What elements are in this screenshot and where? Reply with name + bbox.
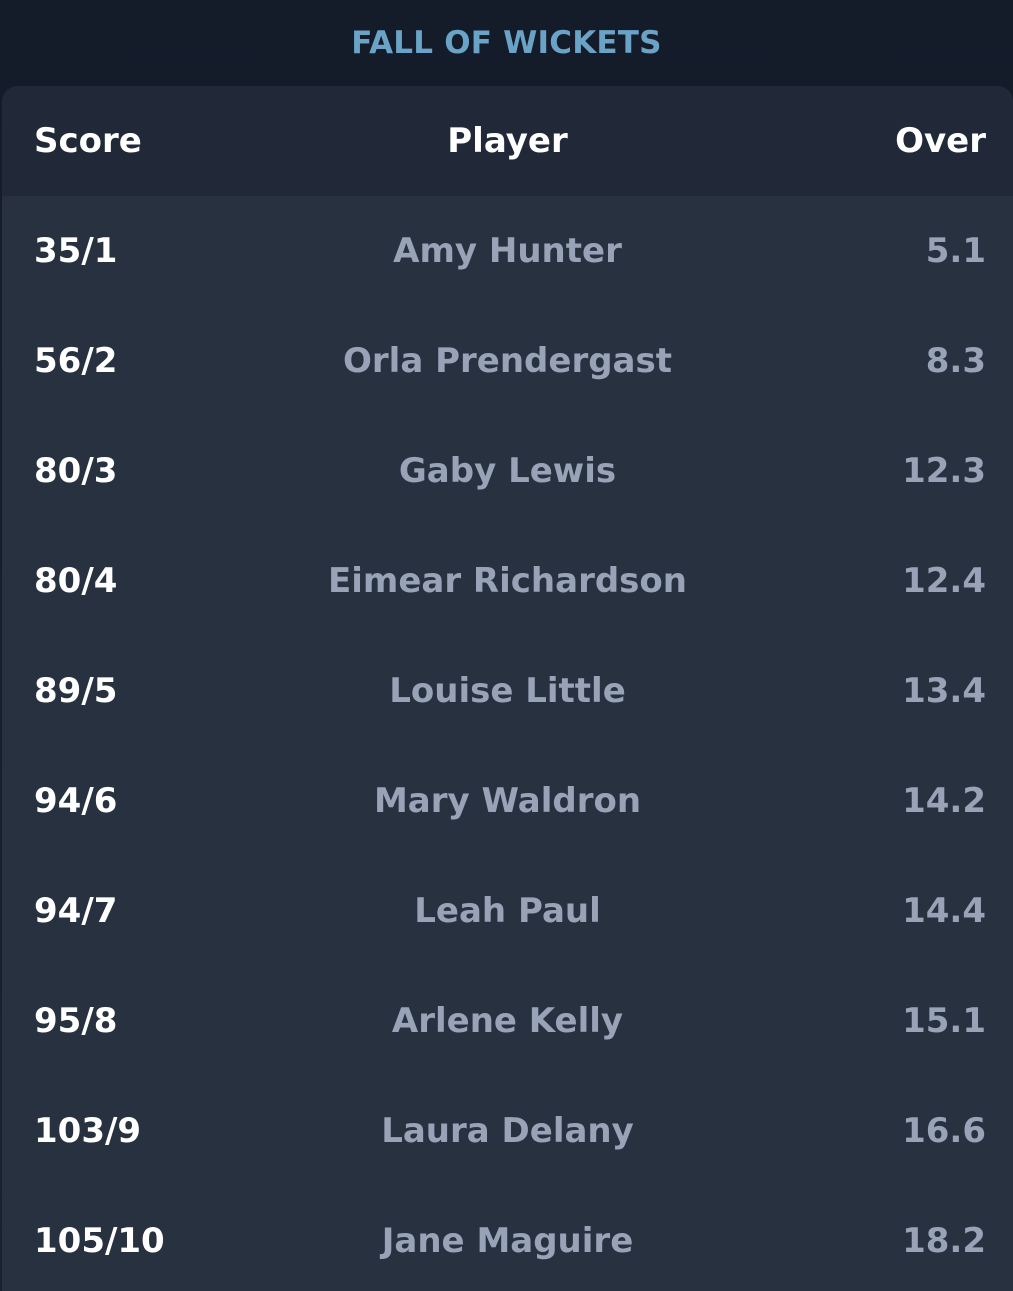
table-row: 94/6 Mary Waldron 14.2 — [2, 746, 1013, 856]
over-cell: 13.4 — [902, 671, 986, 711]
score-cell: 35/1 — [34, 231, 118, 271]
player-cell: Amy Hunter — [393, 231, 622, 271]
over-column-header: Over — [895, 121, 986, 161]
player-cell: Arlene Kelly — [391, 1001, 624, 1041]
over-cell: 15.1 — [902, 1001, 986, 1041]
score-cell: 94/7 — [34, 891, 118, 931]
player-cell: Orla Prendergast — [343, 341, 672, 381]
player-cell: Laura Delany — [381, 1111, 634, 1151]
over-cell: 8.3 — [925, 341, 986, 381]
over-cell: 18.2 — [902, 1221, 986, 1261]
player-cell: Jane Maguire — [381, 1221, 634, 1261]
over-cell: 12.3 — [902, 451, 986, 491]
player-column-header: Player — [447, 121, 568, 161]
player-cell: Leah Paul — [414, 891, 601, 931]
player-cell: Mary Waldron — [373, 781, 642, 821]
score-cell: 56/2 — [34, 341, 118, 381]
table-row: 80/4 Eimear Richardson 12.4 — [2, 526, 1013, 636]
table-row: 56/2 Orla Prendergast 8.3 — [2, 306, 1013, 416]
player-cell: Louise Little — [389, 671, 626, 711]
over-cell: 14.4 — [902, 891, 986, 931]
fall-of-wickets-table: Score Player Over 35/1 Amy Hunter 5.1 56… — [2, 86, 1013, 1291]
score-cell: 80/3 — [34, 451, 118, 491]
over-cell: 14.2 — [902, 781, 986, 821]
over-cell: 5.1 — [925, 231, 986, 271]
score-cell: 94/6 — [34, 781, 118, 821]
score-cell: 105/10 — [34, 1221, 165, 1261]
table-body: 35/1 Amy Hunter 5.1 56/2 Orla Prendergas… — [2, 196, 1013, 1291]
table-row: 35/1 Amy Hunter 5.1 — [2, 196, 1013, 306]
table-row: 94/7 Leah Paul 14.4 — [2, 856, 1013, 966]
score-column-header: Score — [34, 121, 142, 161]
table-row: 103/9 Laura Delany 16.6 — [2, 1076, 1013, 1186]
table-row: 105/10 Jane Maguire 18.2 — [2, 1186, 1013, 1291]
table-row: 80/3 Gaby Lewis 12.3 — [2, 416, 1013, 526]
over-cell: 12.4 — [902, 561, 986, 601]
score-cell: 95/8 — [34, 1001, 118, 1041]
score-cell: 89/5 — [34, 671, 118, 711]
table-row: 95/8 Arlene Kelly 15.1 — [2, 966, 1013, 1076]
player-cell: Gaby Lewis — [398, 451, 617, 491]
table-header: Score Player Over — [2, 86, 1013, 196]
player-cell: Eimear Richardson — [328, 561, 687, 601]
table-row: 89/5 Louise Little 13.4 — [2, 636, 1013, 746]
score-cell: 80/4 — [34, 561, 118, 601]
score-cell: 103/9 — [34, 1111, 142, 1151]
section-title: FALL OF WICKETS — [351, 25, 662, 61]
over-cell: 16.6 — [902, 1111, 986, 1151]
